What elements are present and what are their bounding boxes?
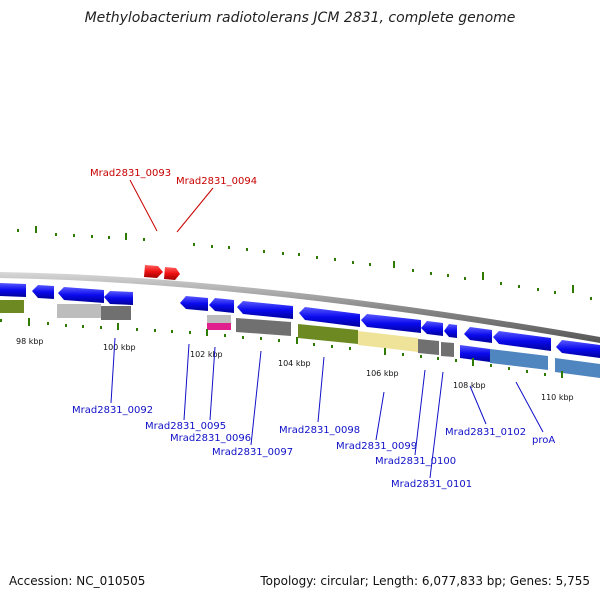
- gene-arrow[interactable]: [58, 287, 104, 303]
- gene-arrow-mrad2831-0093[interactable]: [144, 265, 163, 278]
- gene-arrow[interactable]: [180, 296, 208, 311]
- feature-gray[interactable]: [441, 342, 454, 357]
- gene-label-mrad2831-0101[interactable]: Mrad2831_0101: [391, 479, 472, 490]
- highlight-track: [144, 265, 180, 280]
- gene-label-mrad2831-0097[interactable]: Mrad2831_0097: [212, 447, 293, 458]
- feature-steelblue[interactable]: [555, 358, 600, 378]
- scale-label-98kbp: 98 kbp: [16, 337, 44, 346]
- gene-label-mrad2831-0102[interactable]: Mrad2831_0102: [445, 427, 526, 438]
- feature-gray[interactable]: [418, 339, 439, 355]
- scale-label-100kbp: 100 kbp: [103, 343, 136, 352]
- gene-label-mrad2831-0093[interactable]: Mrad2831_0093: [90, 168, 171, 179]
- gene-arrow[interactable]: [209, 298, 234, 313]
- gene-arrow[interactable]: [361, 314, 421, 333]
- gene-arrow[interactable]: [556, 340, 600, 358]
- gene-label-mrad2831-0094[interactable]: Mrad2831_0094: [176, 176, 257, 187]
- feature-magenta[interactable]: [207, 323, 231, 330]
- gene-arrow[interactable]: [299, 307, 360, 327]
- accession-label: Accession: NC_010505: [9, 574, 146, 588]
- gene-arrow[interactable]: [104, 291, 133, 305]
- gene-arrow[interactable]: [460, 345, 490, 362]
- feature-gray[interactable]: [236, 318, 291, 336]
- gene-arrow[interactable]: [237, 301, 293, 319]
- inner-tick-ruler: [0, 318, 563, 378]
- outer-tick-ruler: [17, 226, 592, 300]
- scale-label-110kbp: 110 kbp: [541, 393, 574, 402]
- gene-label-mrad2831-0096[interactable]: Mrad2831_0096: [170, 433, 251, 444]
- gene-label-mrad2831-0098[interactable]: Mrad2831_0098: [279, 425, 360, 436]
- gene-label-mrad2831-0092[interactable]: Mrad2831_0092: [72, 405, 153, 416]
- gene-leaders: [110, 337, 544, 479]
- topology-summary: Topology: circular; Length: 6,077,833 bp…: [260, 574, 590, 588]
- gene-label-mrad2831-0100[interactable]: Mrad2831_0100: [375, 456, 456, 467]
- lower-feature-track: [0, 300, 600, 378]
- feature-steelblue[interactable]: [490, 349, 548, 370]
- scale-label-104kbp: 104 kbp: [278, 359, 311, 368]
- upper-gene-track: [0, 283, 600, 358]
- gene-arrow[interactable]: [421, 321, 443, 336]
- gene-arrow[interactable]: [0, 283, 26, 297]
- genome-title: Methylobacterium radiotolerans JCM 2831,…: [84, 10, 516, 26]
- gene-arrow[interactable]: [493, 331, 551, 351]
- gene-label-proa[interactable]: proA: [532, 435, 555, 446]
- feature-olive[interactable]: [298, 324, 358, 344]
- highlight-leaders: [129, 179, 214, 233]
- feature-paleyellow[interactable]: [358, 331, 418, 352]
- scale-label-108kbp: 108 kbp: [453, 381, 486, 390]
- scale-label-102kbp: 102 kbp: [190, 350, 223, 359]
- gene-arrow[interactable]: [32, 285, 54, 299]
- feature-lightgray[interactable]: [207, 315, 231, 323]
- gene-arrow-mrad2831-0094[interactable]: [164, 267, 180, 280]
- genome-backbone: [0, 272, 600, 343]
- gene-label-mrad2831-0095[interactable]: Mrad2831_0095: [145, 421, 226, 432]
- gene-label-mrad2831-0099[interactable]: Mrad2831_0099: [336, 441, 417, 452]
- feature-gray[interactable]: [101, 306, 131, 320]
- gene-arrow[interactable]: [464, 327, 492, 343]
- gene-arrow[interactable]: [444, 324, 457, 338]
- feature-olive[interactable]: [0, 300, 24, 313]
- scale-label-106kbp: 106 kbp: [366, 369, 399, 378]
- feature-lightgray[interactable]: [57, 304, 101, 318]
